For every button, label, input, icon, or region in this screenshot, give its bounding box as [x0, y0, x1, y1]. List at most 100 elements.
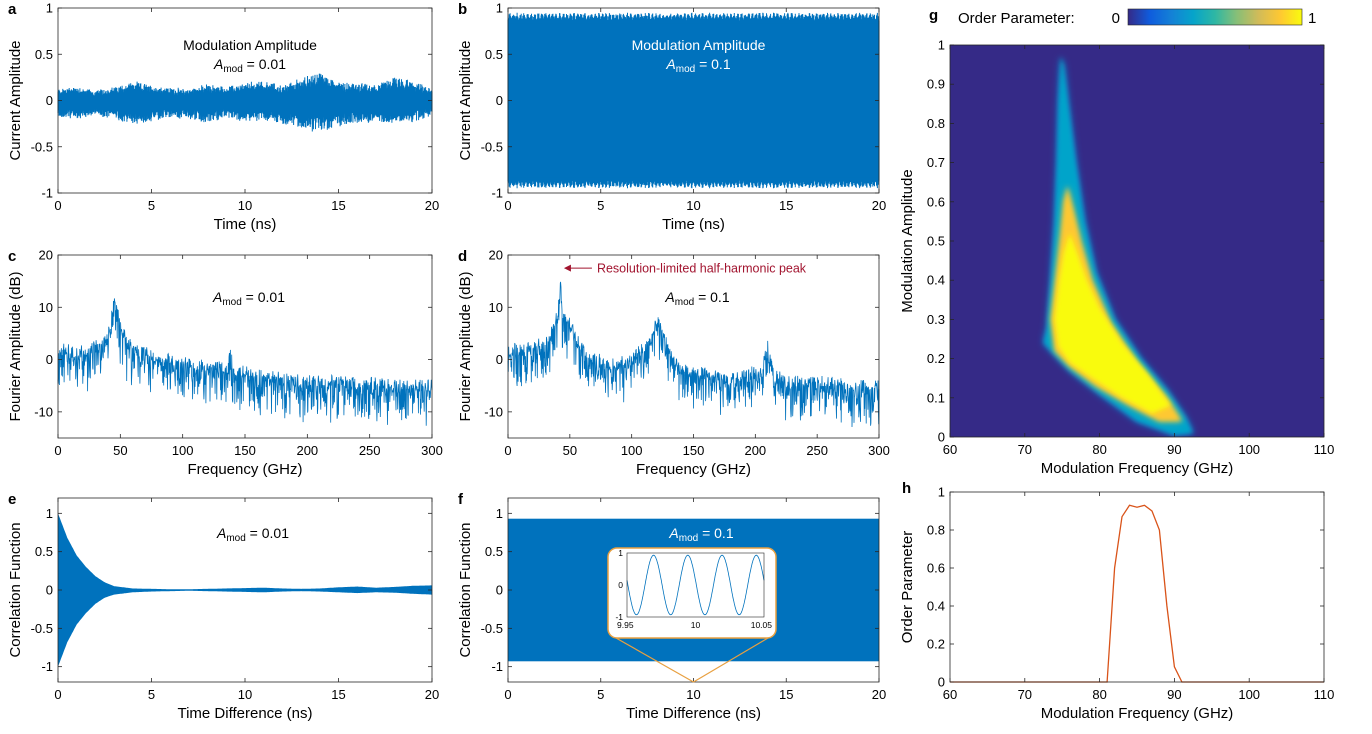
- y-tick-label: 10: [489, 300, 503, 315]
- colorbar-max-label: 1: [1308, 10, 1316, 27]
- y-axis-label: Correlation Function: [457, 522, 474, 657]
- panel-label: b: [458, 1, 467, 18]
- annotation-title: Modulation Amplitude: [183, 37, 317, 53]
- y-axis-label: Fourier Amplitude (dB): [457, 271, 474, 421]
- y-tick-label: 0.4: [927, 273, 945, 288]
- panel-label: d: [458, 248, 467, 265]
- y-tick-label: 1: [46, 506, 53, 521]
- x-tick-label: 20: [425, 687, 439, 702]
- colorbar-label: Order Parameter:: [958, 10, 1075, 27]
- x-tick-label: 150: [234, 443, 256, 458]
- y-tick-label: 0.5: [485, 544, 503, 559]
- x-tick-label: 5: [148, 198, 155, 213]
- x-tick-label: 10: [686, 687, 700, 702]
- y-tick-label: 0.6: [927, 194, 945, 209]
- x-axis-label: Modulation Frequency (GHz): [1041, 460, 1234, 477]
- y-tick-label: 0: [46, 352, 53, 367]
- y-tick-label: 0: [938, 675, 945, 690]
- amod-annotation: Amod = 0.1: [668, 525, 733, 544]
- colorbar: [1127, 8, 1303, 26]
- inset-y-tick-label: 0: [618, 580, 623, 590]
- x-tick-label: 200: [744, 443, 766, 458]
- x-tick-label: 10: [238, 198, 252, 213]
- x-axis-label: Time (ns): [662, 216, 725, 233]
- y-tick-label: -0.5: [481, 139, 503, 154]
- x-tick-label: 15: [331, 198, 345, 213]
- x-tick-label: 200: [296, 443, 318, 458]
- x-tick-label: 80: [1092, 442, 1106, 457]
- inset-trace: [626, 554, 765, 616]
- x-tick-label: 10: [686, 198, 700, 213]
- y-tick-label: -1: [41, 186, 53, 201]
- x-axis-label: Modulation Frequency (GHz): [1041, 705, 1234, 722]
- x-tick-label: 0: [54, 198, 61, 213]
- x-tick-label: 300: [421, 443, 443, 458]
- x-tick-label: 70: [1018, 687, 1032, 702]
- y-tick-label: 1: [496, 506, 503, 521]
- amod-annotation: Amod = 0.01: [213, 56, 286, 75]
- y-tick-label: 0.5: [35, 47, 53, 62]
- x-tick-label: 110: [1314, 442, 1335, 457]
- x-tick-label: 0: [504, 198, 511, 213]
- y-tick-label: 0: [496, 352, 503, 367]
- x-axis-label: Time Difference (ns): [626, 705, 761, 722]
- x-tick-label: 90: [1167, 442, 1181, 457]
- inset-x-tick-label: 10.05: [751, 620, 773, 630]
- x-axis-label: Time (ns): [214, 216, 277, 233]
- y-tick-label: -0.5: [31, 621, 53, 636]
- inset-x-tick-label: 9.95: [617, 620, 634, 630]
- y-tick-label: 1: [938, 38, 945, 53]
- y-tick-label: -1: [41, 659, 53, 674]
- order-parameter-line: [950, 504, 1324, 683]
- callout-text: Resolution-limited half-harmonic peak: [597, 262, 807, 276]
- y-axis-label: Fourier Amplitude (dB): [7, 271, 24, 421]
- zoom-line-left: [615, 637, 694, 683]
- annotation-title: Modulation Amplitude: [632, 37, 766, 53]
- amod-annotation: Amod = 0.01: [216, 525, 289, 544]
- signal-band: [508, 23, 879, 178]
- x-axis-label: Frequency (GHz): [636, 461, 751, 478]
- amod-annotation: Amod = 0.1: [665, 56, 730, 75]
- inset-y-tick-label: 1: [618, 548, 623, 558]
- x-tick-label: 60: [943, 442, 957, 457]
- panel-label: h: [902, 480, 911, 497]
- panel-label: e: [8, 491, 16, 508]
- y-tick-label: 0.5: [35, 544, 53, 559]
- y-tick-label: -0.5: [31, 139, 53, 154]
- y-tick-label: 0: [496, 583, 503, 598]
- y-tick-label: 0.6: [927, 561, 945, 576]
- region-high: [1054, 233, 1171, 414]
- panel-a: 0 5 10 15 20 1 0.5 0 -0.5 -1 Time (ns) Current Ampl…: [7, 1, 439, 234]
- x-tick-label: 100: [1238, 442, 1260, 457]
- x-tick-label: 60: [943, 687, 957, 702]
- y-tick-label: 0.8: [927, 116, 945, 131]
- y-tick-label: -10: [484, 404, 503, 419]
- y-tick-label: 0: [46, 583, 53, 598]
- panel-label: a: [8, 1, 17, 18]
- x-axis-label: Frequency (GHz): [187, 461, 302, 478]
- inset-frame: [607, 547, 777, 639]
- x-tick-label: 100: [621, 443, 643, 458]
- y-tick-label: -1: [491, 186, 503, 201]
- x-tick-label: 0: [54, 443, 61, 458]
- x-tick-label: 110: [1314, 687, 1335, 702]
- x-tick-label: 50: [563, 443, 577, 458]
- x-tick-label: 20: [872, 198, 886, 213]
- panel-label: c: [8, 248, 16, 265]
- x-tick-label: 15: [331, 687, 345, 702]
- y-tick-label: 1: [496, 1, 503, 16]
- y-axis-label: Modulation Amplitude: [899, 169, 916, 312]
- y-tick-label: 0.2: [927, 637, 945, 652]
- x-tick-label: 20: [872, 687, 886, 702]
- panel-h: 60 70 80 90 100 110 1 0.8 0.6 0.4 0.2 0 Modulation F…: [899, 480, 1334, 722]
- axes-box: [949, 491, 1325, 683]
- x-tick-label: 5: [597, 687, 604, 702]
- y-tick-label: 10: [39, 300, 53, 315]
- inset-axes-box: [626, 552, 765, 618]
- y-tick-label: 20: [39, 248, 53, 263]
- panel-g: 60 70 80 90 100 11010.90.80.70.60.50.40.30.20…: [899, 7, 1334, 477]
- axes-box: [507, 254, 880, 439]
- y-tick-label: -0.5: [481, 621, 503, 636]
